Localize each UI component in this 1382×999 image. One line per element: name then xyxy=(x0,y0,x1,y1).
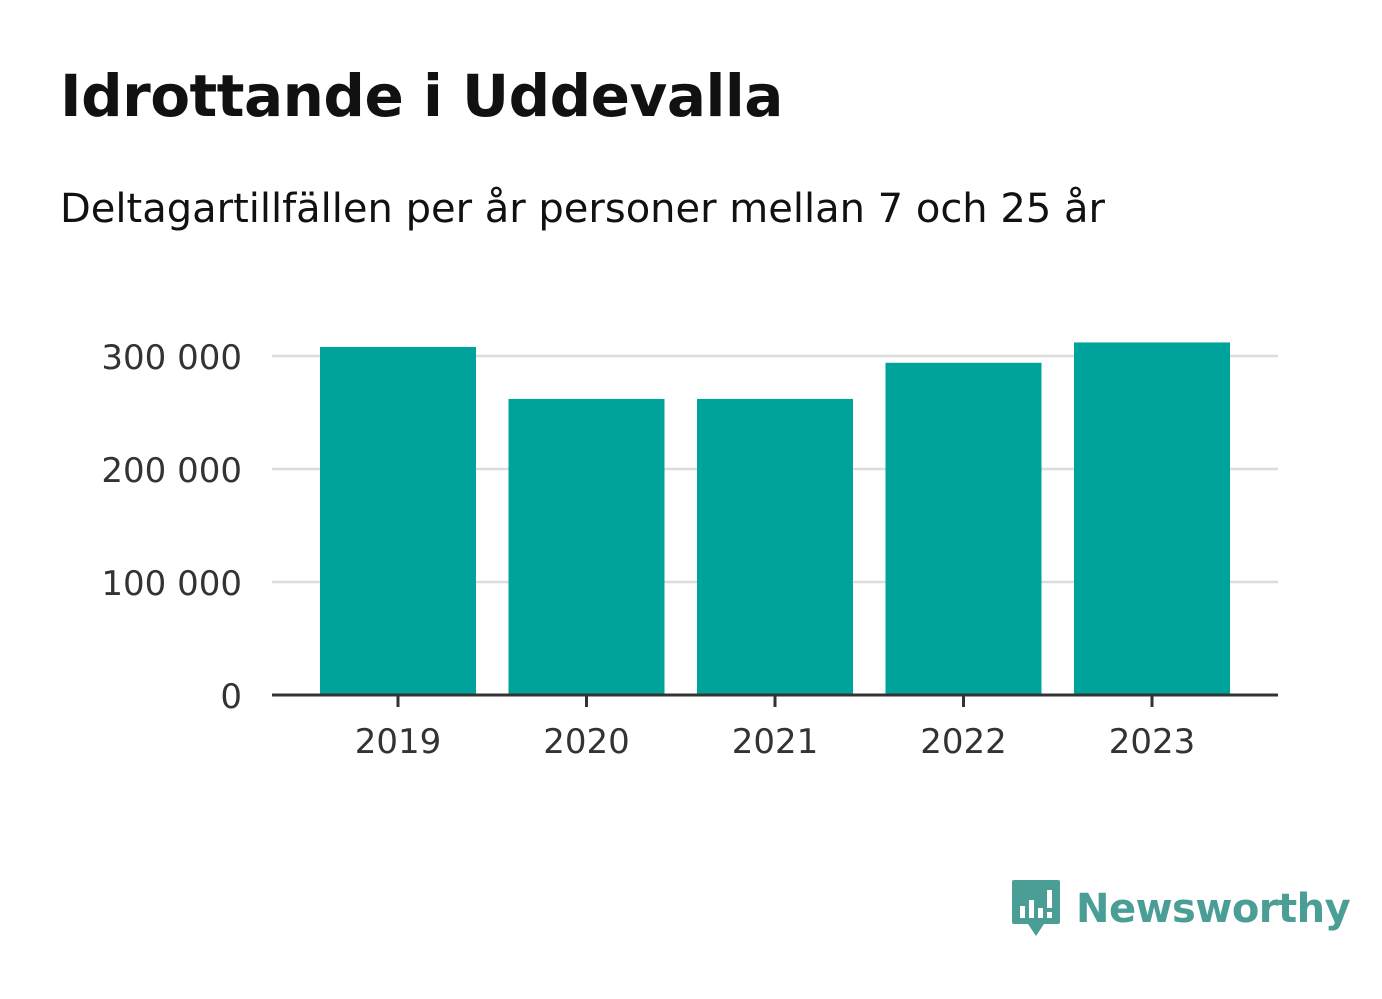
bar-chart-speech-bubble-icon xyxy=(1012,880,1060,936)
y-tick-label: 100 000 xyxy=(101,564,242,604)
x-tick-label: 2022 xyxy=(920,722,1007,762)
x-tick-label: 2021 xyxy=(732,722,819,762)
newsworthy-logo: Newsworthy xyxy=(1010,878,1351,940)
chart-title: Idrottande i Uddevalla xyxy=(60,62,783,130)
bar-2023 xyxy=(1074,342,1230,695)
bar-2019 xyxy=(320,346,476,695)
x-tick-label: 2023 xyxy=(1109,722,1196,762)
x-tick-label: 2020 xyxy=(543,722,630,762)
bar-2020 xyxy=(508,398,665,695)
bar-2022 xyxy=(885,362,1042,695)
bar-2021 xyxy=(697,398,853,695)
chart-subtitle: Deltagartillfällen per år personer mella… xyxy=(60,186,1105,232)
y-tick-label: 0 xyxy=(220,677,242,717)
x-tick-label: 2019 xyxy=(355,722,442,762)
y-tick-label: 300 000 xyxy=(101,338,242,378)
y-tick-label: 200 000 xyxy=(101,451,242,491)
logo-text: Newsworthy xyxy=(1076,886,1351,932)
